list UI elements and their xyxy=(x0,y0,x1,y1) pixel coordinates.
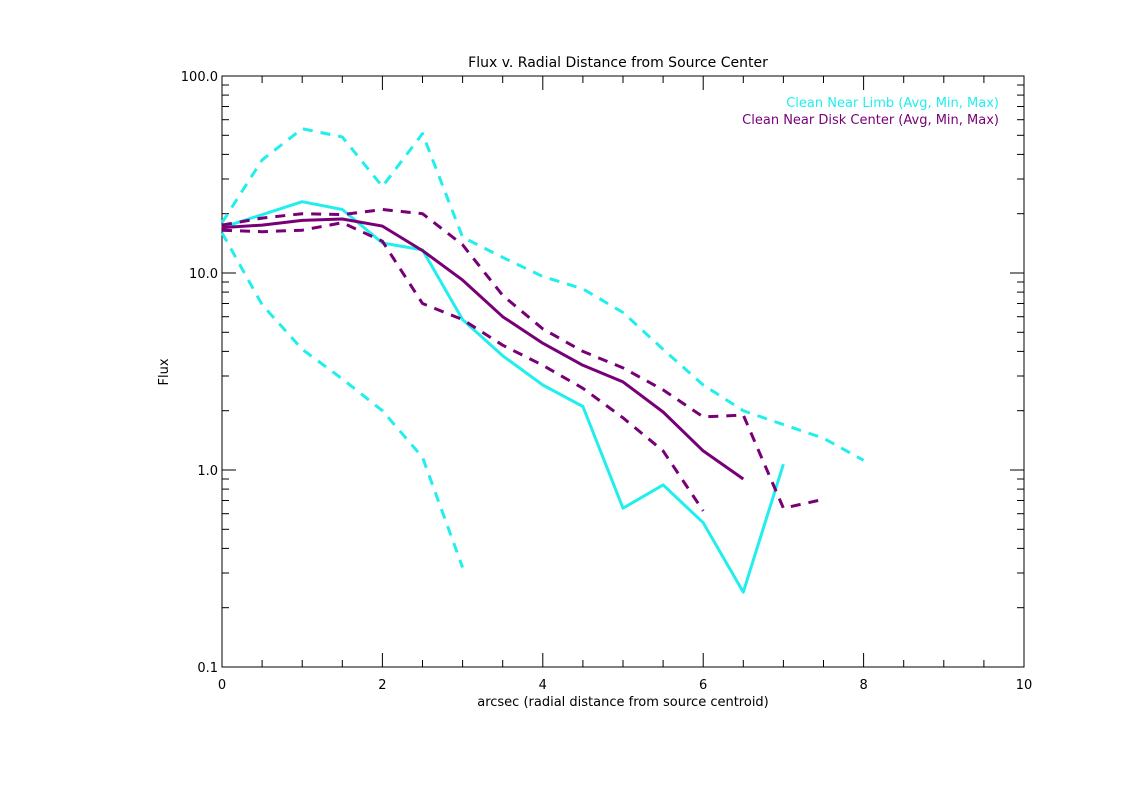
x-tick-label: 6 xyxy=(699,678,707,693)
series-line-near-limb-max xyxy=(220,127,865,462)
legend-entry-disk-center: Clean Near Disk Center (Avg, Min, Max) xyxy=(742,113,999,128)
x-axis-label: arcsec (radial distance from source cent… xyxy=(477,695,769,710)
y-tick-label: 10.0 xyxy=(189,267,218,282)
x-tick-label: 8 xyxy=(859,678,867,693)
y-axis-label: Flux xyxy=(157,358,172,385)
chart-title: Flux v. Radial Distance from Source Cent… xyxy=(468,55,768,71)
x-tick-label: 4 xyxy=(539,678,547,693)
legend-entry-limb: Clean Near Limb (Avg, Min, Max) xyxy=(786,96,999,111)
series-line-near-limb-min xyxy=(220,232,465,569)
series-line-near-disk-center-avg xyxy=(221,217,745,481)
series-line-near-disk-center-max xyxy=(221,208,824,510)
y-tick-label: 0.1 xyxy=(197,661,218,676)
plot-frame xyxy=(221,75,1025,668)
series-line-near-limb-avg xyxy=(221,200,785,594)
x-tick-label: 0 xyxy=(218,678,226,693)
x-tick-label: 10 xyxy=(1016,678,1033,693)
y-tick-label: 1.0 xyxy=(197,464,218,479)
x-tick-label: 2 xyxy=(378,678,386,693)
series-line-near-disk-center-min xyxy=(221,221,705,512)
y-tick-label: 100.0 xyxy=(181,70,218,85)
